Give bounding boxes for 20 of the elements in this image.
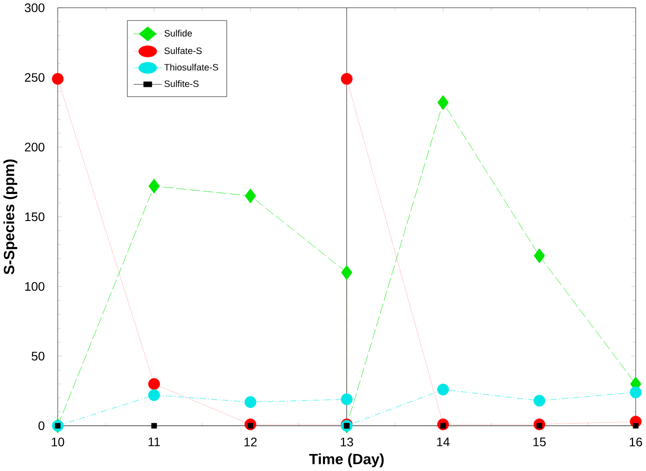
legend-label: Sulfate-S xyxy=(164,47,202,54)
x-tick-label: 10 xyxy=(52,438,64,447)
y-tick-label: 0 xyxy=(38,422,44,430)
y-tick-label: 200 xyxy=(24,142,44,152)
y-tick-label: 250 xyxy=(24,73,44,82)
y-tick-label: 100 xyxy=(25,282,44,291)
legend-label: Sulfide xyxy=(164,30,192,37)
x-tick-label: 16 xyxy=(630,438,642,447)
y-tick-label: 50 xyxy=(32,352,44,361)
x-tick-label: 15 xyxy=(533,438,546,446)
y-axis-title: S-Species (ppm) xyxy=(3,160,18,275)
x-tick-label: 14 xyxy=(437,438,450,446)
y-tick-label: 300 xyxy=(24,4,44,12)
legend-label: Sulfite-S xyxy=(164,80,199,88)
legend-label: Thiosulfate-S xyxy=(164,64,218,71)
x-tick-label: 12 xyxy=(244,438,257,446)
x-axis-title: Time (Day) xyxy=(309,454,384,468)
x-tick-label: 13 xyxy=(340,438,354,447)
y-tick-label: 150 xyxy=(25,212,44,222)
x-tick-label: 11 xyxy=(148,438,160,446)
